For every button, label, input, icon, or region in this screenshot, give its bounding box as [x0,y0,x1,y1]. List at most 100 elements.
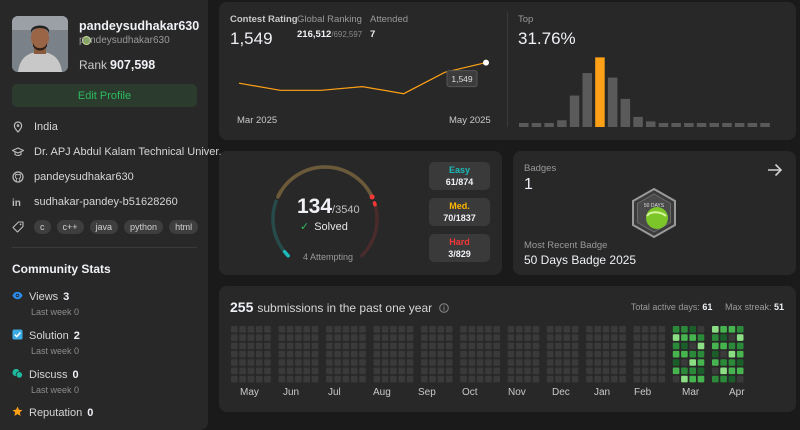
heatmap-cell[interactable] [476,367,484,375]
heatmap-cell[interactable] [398,334,405,341]
heatmap-cell[interactable] [594,359,601,366]
heatmap-cell[interactable] [619,326,626,333]
heatmap-cell[interactable] [359,367,366,375]
heatmap-cell[interactable] [373,326,381,333]
heatmap-cell[interactable] [619,334,626,341]
heatmap-cell[interactable] [650,334,657,341]
heatmap-cell[interactable] [672,375,680,383]
heatmap-cell[interactable] [381,350,389,358]
heatmap-cell[interactable] [326,342,333,350]
heatmap-cell[interactable] [586,375,593,383]
50-days-badge-icon[interactable]: 50 DAYS [630,187,678,239]
heatmap-cell[interactable] [421,375,428,383]
distribution-bar[interactable] [607,77,618,127]
heatmap-cell[interactable] [359,342,366,350]
heatmap-cell[interactable] [532,326,540,333]
arrow-right-icon[interactable] [767,163,783,177]
heatmap-cell[interactable] [286,342,294,350]
distribution-bar[interactable] [544,123,554,127]
heatmap-cell[interactable] [658,334,666,341]
heatmap-cell[interactable] [303,326,310,333]
heatmap-cell[interactable] [342,326,350,333]
skill-tag[interactable]: html [169,220,199,234]
github-row[interactable]: pandeysudhakar630 [12,171,134,183]
heatmap-cell[interactable] [231,367,238,375]
heatmap-cell[interactable] [264,367,271,375]
heatmap-cell[interactable] [633,359,641,366]
heatmap-cell[interactable] [350,326,358,333]
heatmap-cell[interactable] [373,375,381,383]
heatmap-cell[interactable] [460,350,467,358]
heatmap-cell[interactable] [303,359,310,366]
heatmap-cell[interactable] [516,367,523,375]
rating-line-chart[interactable]: 1,549 [235,52,495,112]
heatmap-cell[interactable] [334,359,341,366]
heatmap-cell[interactable] [728,342,736,350]
heatmap-cell[interactable] [390,342,397,350]
heatmap-cell[interactable] [650,359,657,366]
heatmap-cell[interactable] [571,342,579,350]
heatmap-cell[interactable] [611,375,618,383]
heatmap-cell[interactable] [239,359,246,366]
heatmap-cell[interactable] [563,326,571,333]
heatmap-cell[interactable] [278,359,286,366]
heatmap-cell[interactable] [633,367,641,375]
difficulty-medium[interactable]: Med. 70/1837 [429,198,490,226]
heatmap-cell[interactable] [373,367,381,375]
heatmap-cell[interactable] [350,367,358,375]
heatmap-cell[interactable] [406,334,414,341]
heatmap-cell[interactable] [286,359,294,366]
heatmap-cell[interactable] [295,350,302,358]
heatmap-cell[interactable] [571,334,579,341]
heatmap-cell[interactable] [381,326,389,333]
heatmap-cell[interactable] [406,350,414,358]
heatmap-cell[interactable] [485,375,492,383]
heatmap-cell[interactable] [524,375,531,383]
heatmap-cell[interactable] [429,367,436,375]
heatmap-cell[interactable] [264,350,271,358]
heatmap-cell[interactable] [239,367,246,375]
heatmap-cell[interactable] [239,375,246,383]
heatmap-cell[interactable] [468,342,476,350]
heatmap-cell[interactable] [485,342,492,350]
heatmap-cell[interactable] [445,359,453,366]
heatmap-cell[interactable] [311,334,319,341]
distribution-bar[interactable] [684,123,694,127]
heatmap-cell[interactable] [311,367,319,375]
heatmap-cell[interactable] [633,326,641,333]
heatmap-cell[interactable] [736,359,744,366]
heatmap-cell[interactable] [406,367,414,375]
heatmap-cell[interactable] [619,350,626,358]
heatmap-cell[interactable] [650,326,657,333]
heatmap-cell[interactable] [264,342,271,350]
heatmap-cell[interactable] [342,342,350,350]
heatmap-cell[interactable] [689,350,696,358]
heatmap-cell[interactable] [429,375,436,383]
heatmap-cell[interactable] [311,326,319,333]
heatmap-cell[interactable] [231,359,238,366]
heatmap-cell[interactable] [381,367,389,375]
heatmap-cell[interactable] [485,334,492,341]
heatmap-cell[interactable] [381,342,389,350]
avatar[interactable] [12,16,68,72]
heatmap-cell[interactable] [555,342,562,350]
heatmap-cell[interactable] [286,375,294,383]
heatmap-cell[interactable] [712,350,719,358]
heatmap-cell[interactable] [689,326,696,333]
heatmap-cell[interactable] [421,326,428,333]
heatmap-cell[interactable] [278,342,286,350]
heatmap-cell[interactable] [460,326,467,333]
heatmap-cell[interactable] [350,350,358,358]
heatmap-cell[interactable] [437,342,445,350]
heatmap-cell[interactable] [697,350,705,358]
linkedin-row[interactable]: in sudhakar-pandey-b51628260 [12,196,178,208]
heatmap-cell[interactable] [342,334,350,341]
heatmap-cell[interactable] [697,342,705,350]
heatmap-cell[interactable] [421,367,428,375]
heatmap-cell[interactable] [720,359,727,366]
heatmap-cell[interactable] [239,342,246,350]
heatmap-cell[interactable] [563,359,571,366]
heatmap-cell[interactable] [672,326,680,333]
heatmap-cell[interactable] [326,375,333,383]
heatmap-cell[interactable] [460,334,467,341]
